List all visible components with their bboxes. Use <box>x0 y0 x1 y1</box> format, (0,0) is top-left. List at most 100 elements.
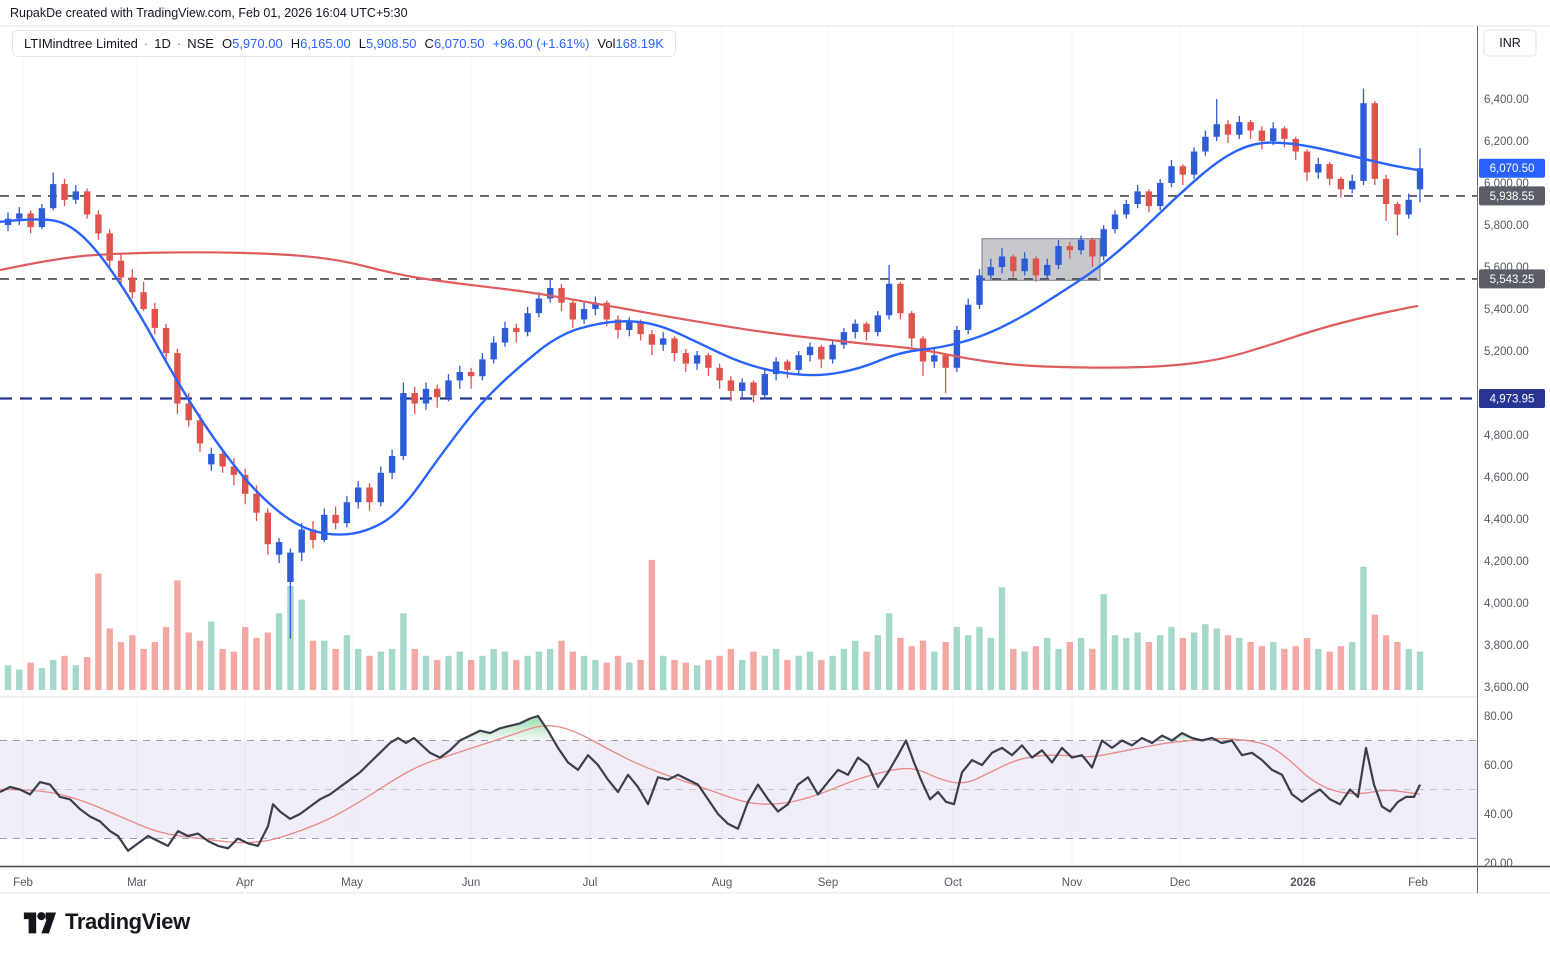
level-price-badge <box>1479 269 1545 289</box>
candle-body <box>230 466 238 475</box>
volume-bar <box>863 651 870 690</box>
candle-body <box>434 388 441 398</box>
symbol-legend[interactable]: LTIMindtree Limited · 1D · NSE O 5,970.00… <box>12 30 676 57</box>
volume-bar <box>1044 637 1051 690</box>
candle-body <box>1010 256 1017 272</box>
volume-bar <box>456 651 463 690</box>
volume-bar <box>772 648 780 690</box>
volume-bar <box>117 642 125 690</box>
rsi-ma-line[interactable] <box>0 725 1421 844</box>
candle-body <box>1077 239 1085 251</box>
price-axis-label: 4,000.00 <box>1484 598 1529 610</box>
candle-body <box>377 472 384 503</box>
volume-bar <box>671 659 678 690</box>
level-price-badge <box>1479 389 1545 408</box>
volume-bar <box>185 632 192 690</box>
candle-body <box>637 321 644 335</box>
currency-button-label[interactable]: INR <box>1499 36 1521 50</box>
ohlc-high: H 6,165.00 <box>290 36 351 51</box>
candle-body <box>151 309 158 328</box>
candle-body <box>829 344 836 360</box>
candle-body <box>332 514 339 524</box>
currency-button[interactable] <box>1483 29 1537 57</box>
candle-body <box>1270 128 1277 141</box>
candle-body <box>580 309 588 320</box>
volume-bar <box>660 655 667 691</box>
volume-bar <box>479 655 486 691</box>
separator-dot: · <box>176 36 182 51</box>
candle-body <box>739 382 746 391</box>
volume-bar <box>987 637 994 690</box>
candle-body <box>1281 128 1288 139</box>
volume-bar <box>908 646 915 690</box>
volume-bar <box>976 627 983 690</box>
volume-bar <box>264 632 271 690</box>
candle-body <box>343 502 351 524</box>
candle-body <box>355 487 362 503</box>
ma-200-line[interactable] <box>0 251 1419 369</box>
volume-bar <box>637 659 644 690</box>
volume-bar <box>1179 637 1186 690</box>
candle-body <box>727 380 735 391</box>
volume-bar <box>16 669 23 691</box>
candle-body <box>400 393 407 456</box>
volume-bar <box>716 655 723 691</box>
volume-bar <box>61 655 68 691</box>
volume-bar <box>50 659 57 690</box>
separator-dot: · <box>143 36 149 51</box>
volume-bar <box>208 621 215 690</box>
volume-bar <box>592 659 599 690</box>
candle-body <box>852 323 859 333</box>
candle-body <box>196 420 204 444</box>
candle-body <box>931 355 938 362</box>
price-axis-label: 3,600.00 <box>1484 682 1529 694</box>
volume-bar <box>4 665 12 690</box>
candle-body <box>976 275 983 305</box>
symbol-exchange[interactable]: NSE <box>187 36 214 51</box>
volume-bar <box>411 648 418 690</box>
volume-bar <box>569 651 576 690</box>
volume-bar <box>874 635 881 690</box>
volume-bar <box>1326 651 1333 690</box>
candle-body <box>942 355 949 368</box>
volume-bar <box>1089 648 1096 690</box>
volume-bar <box>38 668 46 690</box>
symbol-title[interactable]: LTIMindtree Limited <box>24 36 138 51</box>
volume-bar <box>1349 642 1356 690</box>
volume-bar <box>174 580 181 690</box>
candle-body <box>366 487 373 503</box>
rsi-line[interactable] <box>0 714 1421 852</box>
volume-bar <box>1281 648 1288 690</box>
volume-bar <box>467 659 475 690</box>
candle-body <box>818 346 825 360</box>
volume-bar <box>953 627 961 690</box>
price-axis-label: 5,200.00 <box>1484 346 1529 358</box>
volume-bar <box>95 573 102 690</box>
volume-bar <box>196 640 204 690</box>
volume-bar <box>83 657 91 690</box>
price-axis[interactable]: 6,400.006,200.006,000.005,800.005,600.00… <box>1484 94 1529 870</box>
candle-body <box>1247 122 1254 131</box>
chart-canvas[interactable]: 6,400.006,200.006,000.005,800.005,600.00… <box>0 0 1550 900</box>
candle-body <box>603 302 610 320</box>
volume-bar <box>942 642 949 690</box>
candle-body <box>1405 199 1412 215</box>
level-price-badge-text: 4,973.95 <box>1490 394 1535 406</box>
time-axis[interactable]: Feb Mar Apr May Jun Jul Aug Sep Oct Nov Dec 2026 Feb <box>13 877 1428 889</box>
volume-bar <box>1394 642 1401 690</box>
attribution-text: RupakDe created with TradingView.com, Fe… <box>10 6 408 20</box>
volume-bar <box>140 648 147 690</box>
time-axis-label: Feb <box>13 877 33 889</box>
ma-50-line[interactable] <box>0 141 1421 536</box>
volume-bar <box>614 655 622 691</box>
rsi-axis-label: 60.00 <box>1484 760 1513 772</box>
volume-bar <box>840 648 848 690</box>
volume-bar <box>1236 637 1243 690</box>
volume-bar <box>1202 624 1209 690</box>
volume-bar <box>603 662 610 690</box>
volume-bar <box>998 587 1006 691</box>
symbol-interval[interactable]: 1D <box>154 36 171 51</box>
tradingview-logo[interactable]: TradingView <box>22 905 190 939</box>
candle-body <box>535 298 543 314</box>
volume-bar <box>1134 632 1141 690</box>
